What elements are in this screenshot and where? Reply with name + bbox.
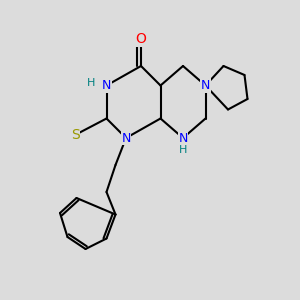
Text: N: N: [201, 79, 210, 92]
Text: O: O: [136, 32, 146, 46]
Text: S: S: [70, 128, 80, 142]
Text: H: H: [87, 77, 96, 88]
Text: N: N: [178, 131, 188, 145]
Text: N: N: [102, 79, 111, 92]
Text: N: N: [121, 131, 131, 145]
Text: H: H: [179, 145, 187, 155]
